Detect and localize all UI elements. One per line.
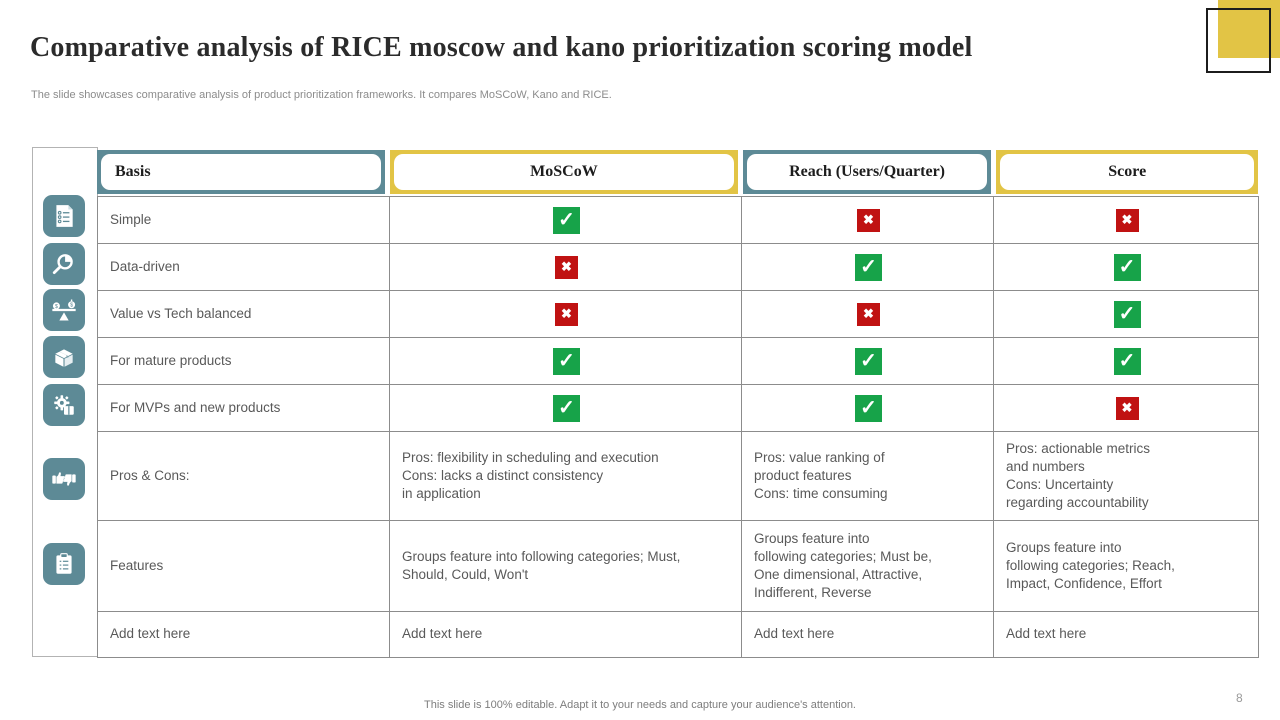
row-value-text: Add text here [741,611,994,658]
mark-cell: ✖ [741,290,994,338]
header-moscow: MoSCoW [390,150,738,194]
row-value-text: Add text here [389,611,742,658]
header-score: Score [996,150,1258,194]
row-value-text: Pros: value ranking of product features … [741,431,994,521]
header-reach-label: Reach (Users/Quarter) [746,154,988,190]
mark-cell: ✓ [741,337,994,385]
table-body: Simple ✓ ✖ ✖ Data-driven ✖ ✓ ✓ Value vs Tech bal… [97,196,1259,658]
table-row: Features Groups feature into following ca… [97,520,1259,612]
row-basis-label: Data-driven [97,243,390,291]
gear-product-icon [43,384,85,426]
row-basis-label: Value vs Tech balanced [97,290,390,338]
header-moscow-label: MoSCoW [394,154,734,190]
header-score-label: Score [1000,154,1254,190]
page-subtitle: The slide showcases comparative analysis… [31,89,612,101]
mark-cell: ✖ [993,196,1259,244]
page-number: 8 [1236,691,1243,705]
check-icon: ✓ [1113,253,1141,281]
check-icon: ✓ [553,206,580,234]
icon-sidebar: $ $ [32,147,98,657]
row-basis-label: Add text here [97,611,390,658]
table-header-row: Basis MoSCoW Reach (Users/Quarter) Score [97,150,1258,194]
row-value-text: Groups feature into following categories… [741,520,994,612]
comparison-table: Basis MoSCoW Reach (Users/Quarter) Score… [97,150,1259,658]
page-title: Comparative analysis of RICE moscow and … [30,32,973,63]
package-box-icon [43,336,85,378]
checklist-document-icon [43,195,85,237]
cross-icon: ✖ [1115,208,1139,232]
row-value-text: Pros: flexibility in scheduling and exec… [389,431,742,521]
check-icon: ✓ [855,347,882,375]
header-basis-label: Basis [101,154,382,190]
table-row: Data-driven ✖ ✓ ✓ [97,243,1259,291]
check-icon: ✓ [553,394,580,422]
mark-cell: ✖ [389,243,742,291]
cross-icon: ✖ [1115,396,1139,420]
mark-cell: ✖ [741,196,994,244]
check-icon: ✓ [855,394,882,422]
clipboard-list-icon [43,543,85,585]
mark-cell: ✓ [389,196,742,244]
row-basis-label: For mature products [97,337,390,385]
row-value-text: Groups feature into following categories… [389,520,742,612]
table-row: Pros & Cons: Pros: flexibility in schedul… [97,431,1259,521]
mark-cell: ✓ [389,384,742,432]
mark-cell: ✓ [389,337,742,385]
table-row: Value vs Tech balanced ✖ ✖ ✓ [97,290,1259,338]
cross-icon: ✖ [555,255,578,279]
mark-cell: ✖ [389,290,742,338]
check-icon: ✓ [553,347,580,375]
row-basis-label: For MVPs and new products [97,384,390,432]
table-row: Add text here Add text here Add text here A… [97,611,1259,658]
row-value-text: Add text here [993,611,1259,658]
row-basis-label: Simple [97,196,390,244]
check-icon: ✓ [1113,347,1141,375]
row-value-text: Pros: actionable metrics and numbers Con… [993,431,1259,521]
mark-cell: ✓ [993,243,1259,291]
table-row: For MVPs and new products ✓ ✓ ✖ [97,384,1259,432]
search-analysis-icon [43,243,85,285]
table-row: Simple ✓ ✖ ✖ [97,196,1259,244]
svg-text:$: $ [55,304,58,310]
mark-cell: ✓ [993,337,1259,385]
row-basis-label: Pros & Cons: [97,431,390,521]
cross-icon: ✖ [555,302,578,326]
row-basis-label: Features [97,520,390,612]
balance-scale-icon: $ $ [43,289,85,331]
check-icon: ✓ [855,253,882,281]
mark-cell: ✓ [741,243,994,291]
mark-cell: ✓ [993,290,1259,338]
check-icon: ✓ [1113,300,1141,328]
footer-note: This slide is 100% editable. Adapt it to… [424,699,856,711]
outline-square-decoration [1206,8,1271,73]
thumbs-up-down-icon [43,458,85,500]
mark-cell: ✖ [993,384,1259,432]
cross-icon: ✖ [857,302,880,326]
row-value-text: Groups feature into following categories… [993,520,1259,612]
cross-icon: ✖ [857,208,880,232]
header-reach: Reach (Users/Quarter) [742,150,992,194]
header-basis: Basis [97,150,386,194]
mark-cell: ✓ [741,384,994,432]
table-row: For mature products ✓ ✓ ✓ [97,337,1259,385]
table-body-grid: Simple ✓ ✖ ✖ Data-driven ✖ ✓ ✓ Value vs Tech bal… [97,196,1259,658]
svg-text:$: $ [70,303,73,309]
